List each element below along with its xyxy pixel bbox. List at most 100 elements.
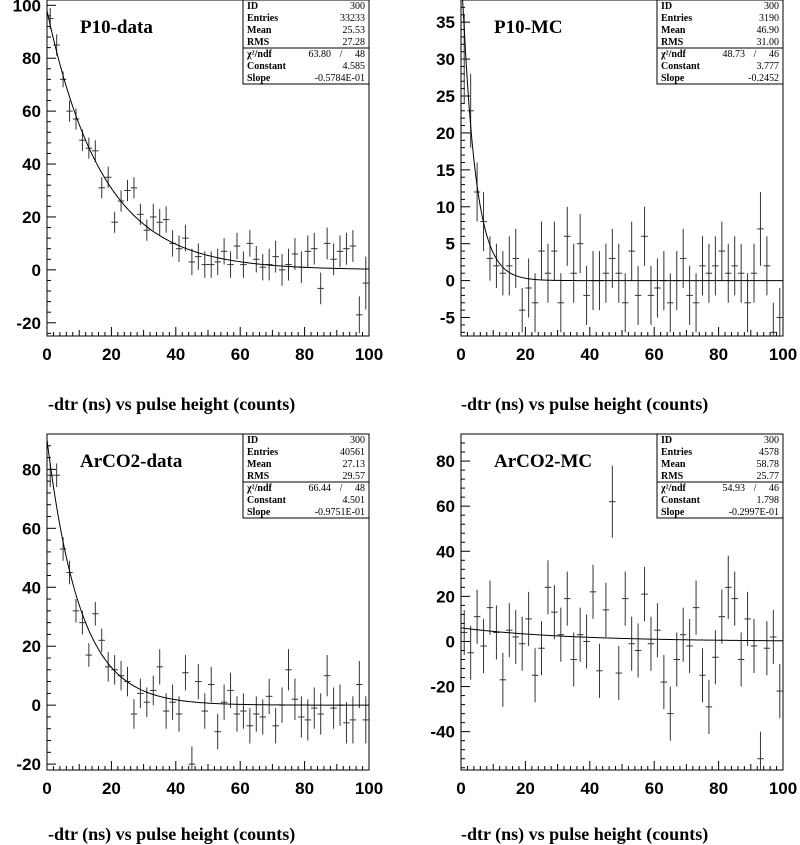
x-axis-label: -dtr (ns) vs pulse height (counts) bbox=[48, 394, 295, 415]
stats-value: 4.585 bbox=[343, 61, 366, 72]
stats-label: χ²/ndf bbox=[246, 49, 273, 60]
fit-curve bbox=[46, 10, 370, 270]
stats-label: Constant bbox=[247, 495, 287, 506]
chi2-value: 54.93 bbox=[723, 483, 746, 494]
stats-label: Slope bbox=[661, 73, 685, 84]
stats-box-upper bbox=[242, 0, 370, 49]
stats-label: Constant bbox=[661, 495, 701, 506]
stats-value: 46.90 bbox=[757, 25, 780, 36]
stats-box-upper bbox=[656, 433, 784, 483]
stats-label: Slope bbox=[247, 73, 271, 84]
chi2-separator: / bbox=[754, 49, 757, 60]
stats-label: Constant bbox=[247, 61, 287, 72]
stats-value: 31.00 bbox=[757, 37, 780, 48]
stats-label: Constant bbox=[661, 61, 701, 72]
stats-label: χ²/ndf bbox=[660, 483, 687, 494]
stats-value: 33233 bbox=[340, 13, 365, 24]
chi2-separator: / bbox=[340, 483, 343, 494]
y-tick-label: 40 bbox=[22, 155, 41, 174]
stats-value: -0.2997E-01 bbox=[729, 507, 779, 518]
stats-label: ID bbox=[661, 435, 672, 446]
y-tick-label: 80 bbox=[436, 452, 455, 471]
y-tick-label: 60 bbox=[22, 102, 41, 121]
x-tick-label: 40 bbox=[166, 779, 185, 798]
stats-box: ID 300 Entries 33233 Mean 25.53 RMS 27.28 χ²/ndf… bbox=[242, 0, 370, 85]
stats-label: χ²/ndf bbox=[660, 49, 687, 60]
x-tick-label: 40 bbox=[580, 779, 599, 798]
stats-value: -0.5784E-01 bbox=[315, 73, 365, 84]
y-tick-label: -40 bbox=[430, 723, 455, 742]
y-tick-label: 40 bbox=[436, 542, 455, 561]
stats-box: ID 300 Entries 4578 Mean 58.78 RMS 25.77 χ²/ndf 5… bbox=[656, 433, 784, 519]
chi2-value: 48.73 bbox=[723, 49, 746, 60]
stats-label: ID bbox=[247, 435, 258, 446]
stats-label: Mean bbox=[661, 25, 686, 36]
x-tick-label: 100 bbox=[355, 345, 383, 364]
stats-value: -0.2452 bbox=[748, 73, 779, 84]
x-tick-label: 80 bbox=[709, 779, 728, 798]
x-axis-label: -dtr (ns) vs pulse height (counts) bbox=[461, 394, 708, 415]
y-tick-label: 35 bbox=[436, 13, 455, 32]
stats-label: χ²/ndf bbox=[246, 483, 273, 494]
stats-value: 58.78 bbox=[757, 459, 780, 470]
x-tick-label: 100 bbox=[769, 779, 797, 798]
fit-curve bbox=[460, 627, 784, 642]
x-tick-label: 20 bbox=[516, 345, 535, 364]
x-tick-label: 20 bbox=[102, 345, 121, 364]
x-tick-label: 40 bbox=[580, 345, 599, 364]
x-tick-label: 40 bbox=[166, 345, 185, 364]
stats-box: ID 300 Entries 3190 Mean 46.90 RMS 31.00 χ²/ndf 4… bbox=[656, 0, 784, 85]
stats-label: Mean bbox=[661, 459, 686, 470]
x-tick-label: 80 bbox=[295, 779, 314, 798]
stats-box-lower bbox=[656, 47, 784, 85]
y-tick-label: -20 bbox=[16, 755, 41, 774]
plot-panel-4: 0 20 40 60 80 100 -40 -20 0 20 40 60 80 ArCO2-MC ID 300… bbox=[430, 433, 797, 845]
stats-box-lower bbox=[656, 481, 784, 519]
y-tick-label: 20 bbox=[436, 587, 455, 606]
stats-value: 3190 bbox=[759, 13, 779, 24]
stats-label: Entries bbox=[247, 13, 278, 24]
plot-title: P10-data bbox=[80, 17, 153, 38]
x-tick-label: 20 bbox=[516, 779, 535, 798]
y-tick-label: 0 bbox=[32, 261, 41, 280]
y-tick-label: 25 bbox=[436, 87, 455, 106]
stats-label: RMS bbox=[661, 37, 684, 48]
x-tick-label: 100 bbox=[769, 345, 797, 364]
y-tick-label: 100 bbox=[13, 0, 41, 15]
stats-label: RMS bbox=[247, 471, 270, 482]
stats-value: 25.77 bbox=[757, 471, 780, 482]
stats-value: 27.13 bbox=[343, 459, 366, 470]
stats-label: ID bbox=[247, 1, 258, 12]
x-axis-label: -dtr (ns) vs pulse height (counts) bbox=[48, 824, 295, 845]
x-tick-label: 60 bbox=[231, 345, 250, 364]
x-axis-label: -dtr (ns) vs pulse height (counts) bbox=[461, 824, 708, 845]
y-tick-label: -20 bbox=[430, 678, 455, 697]
stats-label: Slope bbox=[661, 507, 685, 518]
chi2-value: 63.80 bbox=[309, 49, 332, 60]
data-points bbox=[461, 465, 783, 770]
data-points bbox=[47, 463, 369, 770]
ndf-value: 46 bbox=[769, 483, 779, 494]
stats-value: 1.798 bbox=[757, 495, 780, 506]
y-tick-label: -5 bbox=[440, 309, 455, 328]
stats-label: Entries bbox=[661, 13, 692, 24]
stats-label: Slope bbox=[247, 507, 271, 518]
stats-box-lower bbox=[242, 481, 370, 519]
y-tick-label: 15 bbox=[436, 161, 455, 180]
x-tick-label: 0 bbox=[456, 779, 465, 798]
ndf-value: 48 bbox=[355, 483, 365, 494]
y-tick-label: 80 bbox=[22, 460, 41, 479]
ndf-value: 46 bbox=[769, 49, 779, 60]
stats-label: Mean bbox=[247, 25, 272, 36]
plot-title: P10-MC bbox=[494, 17, 563, 38]
stats-box-lower bbox=[242, 47, 370, 85]
stats-value: 300 bbox=[350, 435, 365, 446]
x-tick-label: 60 bbox=[645, 779, 664, 798]
x-tick-label: 0 bbox=[456, 345, 465, 364]
y-tick-label: 0 bbox=[446, 632, 455, 651]
stats-label: Entries bbox=[247, 447, 278, 458]
x-tick-label: 60 bbox=[645, 345, 664, 364]
